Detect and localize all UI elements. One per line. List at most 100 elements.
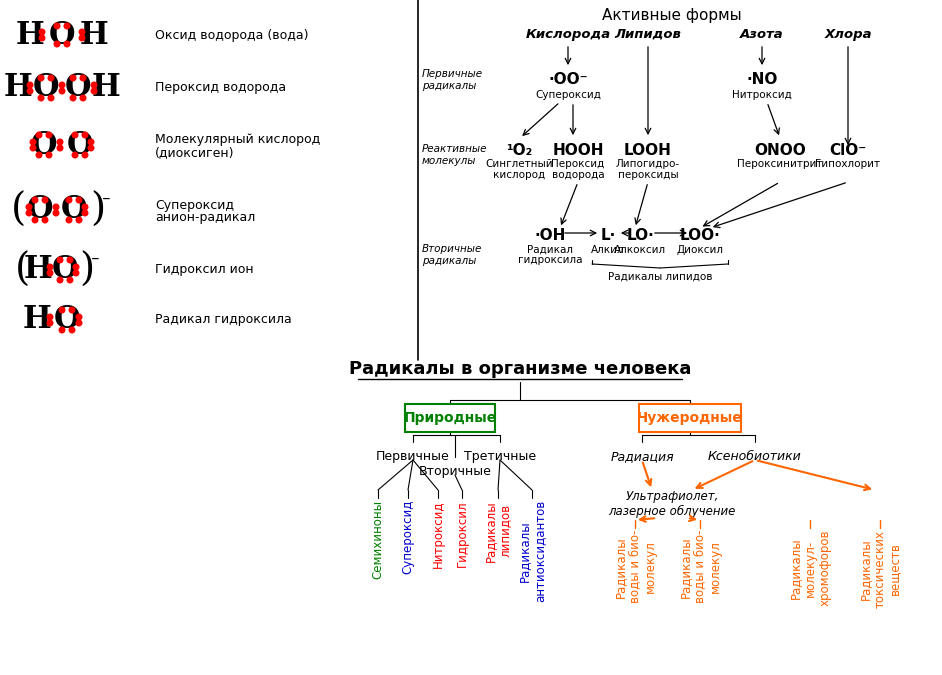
Circle shape xyxy=(42,217,48,223)
Text: Алкоксил: Алкоксил xyxy=(614,245,666,255)
Circle shape xyxy=(48,95,54,101)
Text: Супероксид: Супероксид xyxy=(401,500,414,574)
Text: ⁻: ⁻ xyxy=(102,193,110,211)
Text: O: O xyxy=(67,130,93,161)
Circle shape xyxy=(79,29,85,35)
Text: O: O xyxy=(52,254,78,286)
Text: Пероксинитрит: Пероксинитрит xyxy=(738,159,822,169)
Text: Реактивные
молекулы: Реактивные молекулы xyxy=(422,144,488,166)
Text: ClO⁻: ClO⁻ xyxy=(829,143,867,158)
Text: (: ( xyxy=(14,252,29,288)
Circle shape xyxy=(82,132,88,138)
Circle shape xyxy=(57,277,63,283)
Circle shape xyxy=(91,82,97,88)
Text: Ксенобиотики: Ксенобиотики xyxy=(708,450,802,463)
Text: O: O xyxy=(54,304,80,335)
Circle shape xyxy=(53,210,58,216)
Text: Липогидро-: Липогидро- xyxy=(616,159,680,169)
Text: Первичные
радикалы: Первичные радикалы xyxy=(422,70,483,91)
Circle shape xyxy=(64,41,70,47)
Text: Липидов: Липидов xyxy=(614,28,681,41)
Circle shape xyxy=(46,152,52,158)
Text: Радикалы
антиоксидантов: Радикалы антиоксидантов xyxy=(518,500,546,602)
Circle shape xyxy=(32,217,38,223)
Text: Радикалы липидов: Радикалы липидов xyxy=(608,272,712,282)
Text: Активные формы: Активные формы xyxy=(602,8,741,23)
Circle shape xyxy=(71,95,75,101)
Text: Нитроксид: Нитроксид xyxy=(732,90,792,100)
Circle shape xyxy=(40,29,45,35)
Circle shape xyxy=(79,35,85,40)
Circle shape xyxy=(32,197,38,202)
Circle shape xyxy=(73,132,78,138)
Text: Семихиноны: Семихиноны xyxy=(371,500,384,579)
Circle shape xyxy=(46,132,52,138)
FancyBboxPatch shape xyxy=(639,404,741,432)
Circle shape xyxy=(39,75,43,81)
Text: ONOO: ONOO xyxy=(755,143,805,158)
Circle shape xyxy=(47,314,53,320)
Circle shape xyxy=(42,197,48,202)
Text: Оксид водорода (вода): Оксид водорода (вода) xyxy=(155,28,308,41)
Circle shape xyxy=(57,257,63,263)
Circle shape xyxy=(89,139,94,145)
Text: O: O xyxy=(26,194,54,225)
Circle shape xyxy=(30,139,36,145)
Text: Радиация: Радиация xyxy=(610,450,674,463)
Text: пероксиды: пероксиды xyxy=(618,170,678,180)
Text: Природные: Природные xyxy=(403,411,496,425)
Text: Радикалы
липидов: Радикалы липидов xyxy=(484,500,512,562)
Circle shape xyxy=(36,132,41,138)
Text: Пероксид: Пероксид xyxy=(551,159,605,169)
Text: H: H xyxy=(24,254,53,286)
Circle shape xyxy=(66,197,72,202)
Text: Гидроксил: Гидроксил xyxy=(456,500,468,566)
Text: Гипохлорит: Гипохлорит xyxy=(816,159,881,169)
Text: Радикалы
воды и био-
молекул: Радикалы воды и био- молекул xyxy=(613,530,657,603)
Circle shape xyxy=(76,197,82,202)
Circle shape xyxy=(76,217,82,223)
Circle shape xyxy=(59,82,65,88)
Text: L·: L· xyxy=(600,228,616,243)
Circle shape xyxy=(59,327,65,333)
Text: ): ) xyxy=(79,252,94,288)
Circle shape xyxy=(76,314,82,320)
Circle shape xyxy=(89,145,94,151)
Text: ·NO: ·NO xyxy=(746,72,778,87)
Text: Алкил: Алкил xyxy=(592,245,625,255)
Text: O: O xyxy=(49,20,75,51)
Text: Радикалы
молекул-
хромофоров: Радикалы молекул- хромофоров xyxy=(788,530,832,607)
Text: ⁻: ⁻ xyxy=(90,253,99,271)
Text: Хлора: Хлора xyxy=(824,28,871,41)
Text: (: ( xyxy=(10,192,25,229)
Circle shape xyxy=(55,23,59,29)
Text: LOO·: LOO· xyxy=(679,228,721,243)
Text: HOOH: HOOH xyxy=(552,143,604,158)
Text: Диоксил: Диоксил xyxy=(676,245,723,255)
Text: H: H xyxy=(23,304,52,335)
Text: Третичные: Третичные xyxy=(464,450,536,463)
Circle shape xyxy=(47,270,53,276)
Text: Вторичные
радикалы: Вторичные радикалы xyxy=(422,244,482,266)
Text: Вторичные: Вторичные xyxy=(418,465,492,478)
Circle shape xyxy=(26,210,32,216)
Text: Кислорода: Кислорода xyxy=(526,28,610,41)
Text: Гидроксил ион: Гидроксил ион xyxy=(155,263,253,277)
Text: Первичные: Первичные xyxy=(376,450,450,463)
Text: Азота: Азота xyxy=(740,28,784,41)
Circle shape xyxy=(82,205,88,210)
Circle shape xyxy=(47,320,53,326)
Circle shape xyxy=(82,210,88,216)
Circle shape xyxy=(57,139,63,145)
Text: Нитроксид: Нитроксид xyxy=(431,500,445,568)
Text: O: O xyxy=(31,130,57,161)
Text: Супероксид: Супероксид xyxy=(535,90,601,100)
Text: H: H xyxy=(80,20,108,51)
Text: Ультрафиолет,
лазерное облучение: Ультрафиолет, лазерное облучение xyxy=(609,490,736,518)
Text: H: H xyxy=(4,72,32,103)
Text: ¹O₂: ¹O₂ xyxy=(506,143,532,158)
Circle shape xyxy=(71,75,75,81)
Circle shape xyxy=(27,88,33,94)
Circle shape xyxy=(47,264,53,270)
Circle shape xyxy=(69,307,74,313)
